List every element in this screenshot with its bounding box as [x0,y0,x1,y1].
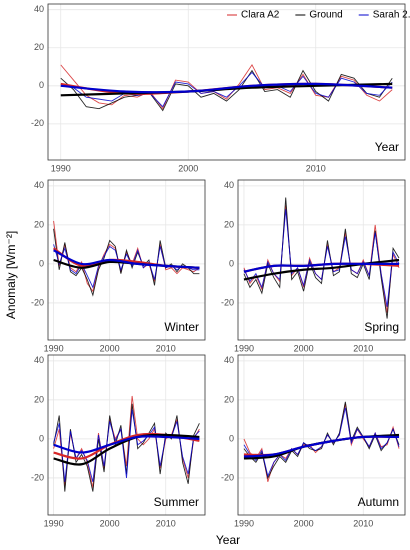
trend-line [53,433,200,466]
y-tick-label: 0 [229,433,234,443]
series-line [243,401,400,480]
x-tick-label: 2010 [306,163,326,173]
x-tick-label: 2000 [100,343,120,353]
y-tick-label: 40 [34,180,44,190]
trend-line [60,82,393,94]
y-tick-label: 40 [224,180,234,190]
series-line [53,244,200,289]
y-tick-label: 20 [34,219,44,229]
y-tick-label: 20 [224,394,234,404]
series-line [243,209,400,307]
trend-line [53,249,200,269]
series-line [60,69,393,112]
x-tick-label: 2000 [294,518,314,528]
x-axis-label: Year [216,533,240,547]
x-tick-label: 2000 [100,518,120,528]
panel-title: Autumn [358,495,399,509]
x-tick-label: 1990 [234,343,254,353]
legend-label: Sarah 2.1 [373,10,410,21]
series-line [53,409,200,482]
panel-frame [47,179,206,341]
series-line [53,403,200,492]
y-tick-label: 40 [34,4,44,14]
y-tick-label: 40 [34,355,44,365]
x-tick-label: 2010 [156,518,176,528]
panel-title: Year [375,140,399,154]
x-tick-label: 1990 [44,518,64,528]
panel-title: Spring [364,320,399,334]
y-tick-label: 20 [34,42,44,52]
trend-line [243,435,400,458]
series-line [53,220,200,293]
panel-frame [237,354,406,516]
x-tick-label: 1990 [51,163,71,173]
y-tick-label: 20 [34,394,44,404]
y-tick-label: 40 [224,355,234,365]
panel-frame [237,179,406,341]
series-line [243,197,400,319]
y-tick-label: 0 [39,258,44,268]
y-tick-label: 0 [229,258,234,268]
x-tick-label: 2000 [294,343,314,353]
y-tick-label: -20 [31,118,44,128]
x-tick-label: 2000 [178,163,198,173]
legend-label: Clara A2 [241,10,280,21]
x-tick-label: 1990 [44,343,64,353]
panel-frame [47,3,406,161]
x-tick-label: 1990 [234,518,254,528]
series-line [243,205,400,313]
x-tick-label: 2010 [353,518,373,528]
y-axis-label: Anomaly [Wm⁻²] [4,231,18,319]
y-tick-label: -20 [31,472,44,482]
series-line [60,63,393,110]
x-tick-label: 2010 [156,343,176,353]
y-tick-label: 20 [224,219,234,229]
legend-label: Ground [309,10,342,21]
series-line [53,228,200,297]
y-tick-label: 0 [39,80,44,90]
y-tick-label: -20 [221,297,234,307]
trend-line [53,435,200,454]
trend-line [243,262,400,273]
panel-title: Winter [164,320,199,334]
x-tick-label: 2010 [353,343,373,353]
panel-frame [47,354,206,516]
y-tick-label: -20 [31,297,44,307]
y-tick-label: 0 [39,433,44,443]
panel-title: Summer [154,495,199,509]
y-tick-label: -20 [221,472,234,482]
